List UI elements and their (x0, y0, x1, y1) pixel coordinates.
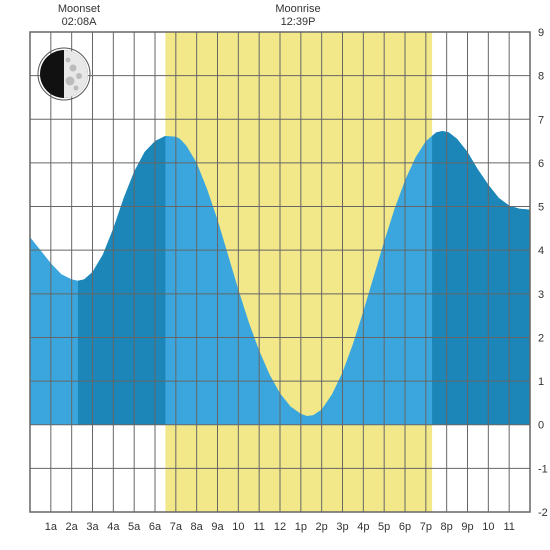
svg-text:5p: 5p (378, 521, 390, 533)
svg-text:2: 2 (538, 332, 544, 344)
svg-text:2a: 2a (66, 521, 79, 533)
svg-text:8: 8 (538, 71, 544, 83)
svg-text:1: 1 (538, 376, 544, 388)
svg-text:5a: 5a (128, 521, 141, 533)
svg-text:10: 10 (482, 521, 494, 533)
svg-text:11: 11 (503, 521, 514, 533)
svg-text:7p: 7p (420, 521, 432, 533)
svg-text:4a: 4a (107, 521, 120, 533)
svg-text:8a: 8a (191, 521, 204, 533)
svg-text:3: 3 (538, 289, 544, 301)
svg-text:7a: 7a (170, 521, 183, 533)
svg-text:1p: 1p (295, 521, 307, 533)
svg-text:5: 5 (538, 202, 544, 214)
svg-text:6: 6 (538, 158, 544, 170)
svg-text:6a: 6a (149, 521, 162, 533)
moonrise-title: Moonrise (275, 3, 320, 15)
svg-text:-1: -1 (538, 463, 548, 475)
svg-text:4p: 4p (357, 521, 369, 533)
moonset-title: Moonset (58, 3, 100, 15)
moon-phase-icon (38, 48, 90, 100)
svg-text:10: 10 (232, 521, 244, 533)
svg-text:1a: 1a (45, 521, 58, 533)
svg-text:3a: 3a (86, 521, 99, 533)
svg-text:12: 12 (274, 521, 286, 533)
moonrise-time: 12:39P (281, 16, 316, 28)
svg-text:9a: 9a (211, 521, 224, 533)
tide-chart: -2-101234567891a2a3a4a5a6a7a8a9a1011121p… (0, 0, 550, 550)
svg-text:-2: -2 (538, 507, 548, 519)
svg-text:0: 0 (538, 420, 544, 432)
svg-text:4: 4 (538, 245, 544, 257)
svg-text:2p: 2p (316, 521, 328, 533)
svg-text:7: 7 (538, 114, 544, 126)
svg-text:11: 11 (253, 521, 264, 533)
svg-text:3p: 3p (336, 521, 348, 533)
svg-text:9: 9 (538, 27, 544, 39)
moonset-time: 02:08A (62, 16, 98, 28)
svg-text:8p: 8p (441, 521, 453, 533)
svg-text:9p: 9p (461, 521, 473, 533)
svg-text:6p: 6p (399, 521, 411, 533)
